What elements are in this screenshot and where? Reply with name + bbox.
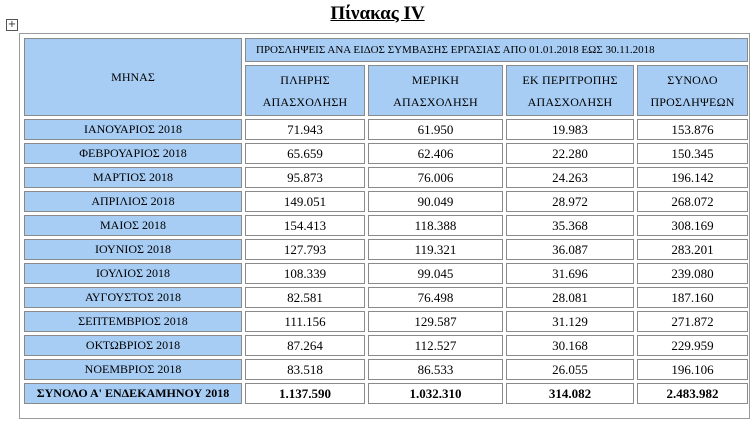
rotation-cell: 31.129 — [506, 311, 634, 332]
header-row-2: ΠΛΗΡΗΣ ΑΠΑΣΧΟΛΗΣΗ ΜΕΡΙΚΗ ΑΠΑΣΧΟΛΗΣΗ ΕΚ ΠΕΡ… — [24, 65, 749, 116]
total-part: 1.032.310 — [368, 383, 503, 404]
month-cell: ΜΑΡΤΙΟΣ 2018 — [24, 167, 242, 188]
total-cell: 268.072 — [637, 191, 749, 212]
column-header-full: ΠΛΗΡΗΣ ΑΠΑΣΧΟΛΗΣΗ — [245, 65, 365, 116]
rotation-cell: 36.087 — [506, 239, 634, 260]
part-time-cell: 112.527 — [368, 335, 503, 356]
part-time-cell: 129.587 — [368, 311, 503, 332]
total-rotation: 314.082 — [506, 383, 634, 404]
total-full: 1.137.590 — [245, 383, 365, 404]
total-label: ΣΥΝΟΛΟ Α' ΕΝΔΕΚΑΜΗΝΟΥ 2018 — [24, 383, 242, 404]
month-cell: ΜΑΙΟΣ 2018 — [24, 215, 242, 236]
full-time-cell: 83.518 — [245, 359, 365, 380]
month-cell: ΑΠΡΙΛΙΟΣ 2018 — [24, 191, 242, 212]
column-header-line: ΠΡΟΣΛΗΨΕΩΝ — [650, 94, 735, 109]
total-sum: 2.483.982 — [637, 383, 749, 404]
column-header-line: ΣΥΝΟΛΟ — [667, 72, 718, 87]
hires-table: ΜΗΝΑΣ ΠΡΟΣΛΗΨΕΙΣ ΑΝΑ ΕΙΔΟΣ ΣΥΜΒΑΣΗΣ ΕΡΓΑ… — [21, 35, 751, 407]
rotation-cell: 28.972 — [506, 191, 634, 212]
month-cell: ΣΕΠΤΕΜΒΡΙΟΣ 2018 — [24, 311, 242, 332]
page-title: Πίνακας IV — [330, 3, 425, 24]
full-time-cell: 65.659 — [245, 143, 365, 164]
part-time-cell: 76.498 — [368, 287, 503, 308]
total-cell: 271.872 — [637, 311, 749, 332]
total-cell: 196.106 — [637, 359, 749, 380]
part-time-cell: 61.950 — [368, 119, 503, 140]
part-time-cell: 62.406 — [368, 143, 503, 164]
column-header-line: ΑΠΑΣΧΟΛΗΣΗ — [527, 94, 613, 109]
table-row: ΜΑΙΟΣ 2018 154.413 118.388 35.368 308.169 — [24, 215, 749, 236]
rotation-cell: 35.368 — [506, 215, 634, 236]
total-cell: 187.160 — [637, 287, 749, 308]
part-time-cell: 76.006 — [368, 167, 503, 188]
full-time-cell: 127.793 — [245, 239, 365, 260]
total-cell: 308.169 — [637, 215, 749, 236]
part-time-cell: 118.388 — [368, 215, 503, 236]
part-time-cell: 90.049 — [368, 191, 503, 212]
column-header-line: ΑΠΑΣΧΟΛΗΣΗ — [393, 94, 478, 109]
column-header-line: ΠΛΗΡΗΣ — [280, 72, 330, 87]
total-cell: 150.345 — [637, 143, 749, 164]
rotation-cell: 19.983 — [506, 119, 634, 140]
total-row: ΣΥΝΟΛΟ Α' ΕΝΔΕΚΑΜΗΝΟΥ 2018 1.137.590 1.0… — [24, 383, 749, 404]
rotation-cell: 24.263 — [506, 167, 634, 188]
part-time-cell: 86.533 — [368, 359, 503, 380]
column-header-line: ΕΚ ΠΕΡΙΤΡΟΠΗΣ — [522, 72, 618, 87]
full-time-cell: 71.943 — [245, 119, 365, 140]
column-header-total: ΣΥΝΟΛΟ ΠΡΟΣΛΗΨΕΩΝ — [637, 65, 749, 116]
month-cell: ΙΑΝΟΥΑΡΙΟΣ 2018 — [24, 119, 242, 140]
contract-type-header: ΠΡΟΣΛΗΨΕΙΣ ΑΝΑ ΕΙΔΟΣ ΣΥΜΒΑΣΗΣ ΕΡΓΑΣΙΑΣ Α… — [245, 38, 749, 62]
column-header-rotation: ΕΚ ΠΕΡΙΤΡΟΠΗΣ ΑΠΑΣΧΟΛΗΣΗ — [506, 65, 634, 116]
table-row: ΦΕΒΡΟΥΑΡΙΟΣ 2018 65.659 62.406 22.280 150.34… — [24, 143, 749, 164]
full-time-cell: 82.581 — [245, 287, 365, 308]
month-cell: ΙΟΥΝΙΟΣ 2018 — [24, 239, 242, 260]
total-cell: 153.876 — [637, 119, 749, 140]
table-row: ΙΑΝΟΥΑΡΙΟΣ 2018 71.943 61.950 19.983 153.876 — [24, 119, 749, 140]
rotation-cell: 28.081 — [506, 287, 634, 308]
column-header-line: ΑΠΑΣΧΟΛΗΣΗ — [262, 94, 348, 109]
table-row: ΑΥΓΟΥΣΤΟΣ 2018 82.581 76.498 28.081 187.160 — [24, 287, 749, 308]
rotation-cell: 31.696 — [506, 263, 634, 284]
month-cell: ΙΟΥΛΙΟΣ 2018 — [24, 263, 242, 284]
table-row: ΑΠΡΙΛΙΟΣ 2018 149.051 90.049 28.972 268.072 — [24, 191, 749, 212]
total-cell: 239.080 — [637, 263, 749, 284]
rotation-cell: 22.280 — [506, 143, 634, 164]
total-cell: 283.201 — [637, 239, 749, 260]
full-time-cell: 87.264 — [245, 335, 365, 356]
part-time-cell: 119.321 — [368, 239, 503, 260]
full-time-cell: 149.051 — [245, 191, 365, 212]
header-row-1: ΜΗΝΑΣ ΠΡΟΣΛΗΨΕΙΣ ΑΝΑ ΕΙΔΟΣ ΣΥΜΒΑΣΗΣ ΕΡΓΑ… — [24, 38, 749, 116]
table-row: ΣΕΠΤΕΜΒΡΙΟΣ 2018 111.156 129.587 31.129 271.… — [24, 311, 749, 332]
table-row: ΙΟΥΛΙΟΣ 2018 108.339 99.045 31.696 239.080 — [24, 263, 749, 284]
table-frame: ΜΗΝΑΣ ΠΡΟΣΛΗΨΕΙΣ ΑΝΑ ΕΙΔΟΣ ΣΥΜΒΑΣΗΣ ΕΡΓΑ… — [19, 33, 750, 419]
month-cell: ΦΕΒΡΟΥΑΡΙΟΣ 2018 — [24, 143, 242, 164]
full-time-cell: 108.339 — [245, 263, 365, 284]
full-time-cell: 95.873 — [245, 167, 365, 188]
part-time-cell: 99.045 — [368, 263, 503, 284]
month-cell: ΝΟΕΜΒΡΙΟΣ 2018 — [24, 359, 242, 380]
month-cell: ΟΚΤΩΒΡΙΟΣ 2018 — [24, 335, 242, 356]
table-row: ΜΑΡΤΙΟΣ 2018 95.873 76.006 24.263 196.142 — [24, 167, 749, 188]
column-header-line: ΜΕΡΙΚΗ — [411, 72, 460, 87]
column-header-part: ΜΕΡΙΚΗ ΑΠΑΣΧΟΛΗΣΗ — [368, 65, 503, 116]
move-handle-icon[interactable]: + — [6, 19, 18, 31]
total-cell: 196.142 — [637, 167, 749, 188]
month-column-header: ΜΗΝΑΣ — [24, 38, 242, 116]
table-row: ΝΟΕΜΒΡΙΟΣ 2018 83.518 86.533 26.055 196.106 — [24, 359, 749, 380]
month-cell: ΑΥΓΟΥΣΤΟΣ 2018 — [24, 287, 242, 308]
table-row: ΙΟΥΝΙΟΣ 2018 127.793 119.321 36.087 283.201 — [24, 239, 749, 260]
table-row: ΟΚΤΩΒΡΙΟΣ 2018 87.264 112.527 30.168 229.959 — [24, 335, 749, 356]
total-cell: 229.959 — [637, 335, 749, 356]
full-time-cell: 111.156 — [245, 311, 365, 332]
rotation-cell: 30.168 — [506, 335, 634, 356]
rotation-cell: 26.055 — [506, 359, 634, 380]
full-time-cell: 154.413 — [245, 215, 365, 236]
